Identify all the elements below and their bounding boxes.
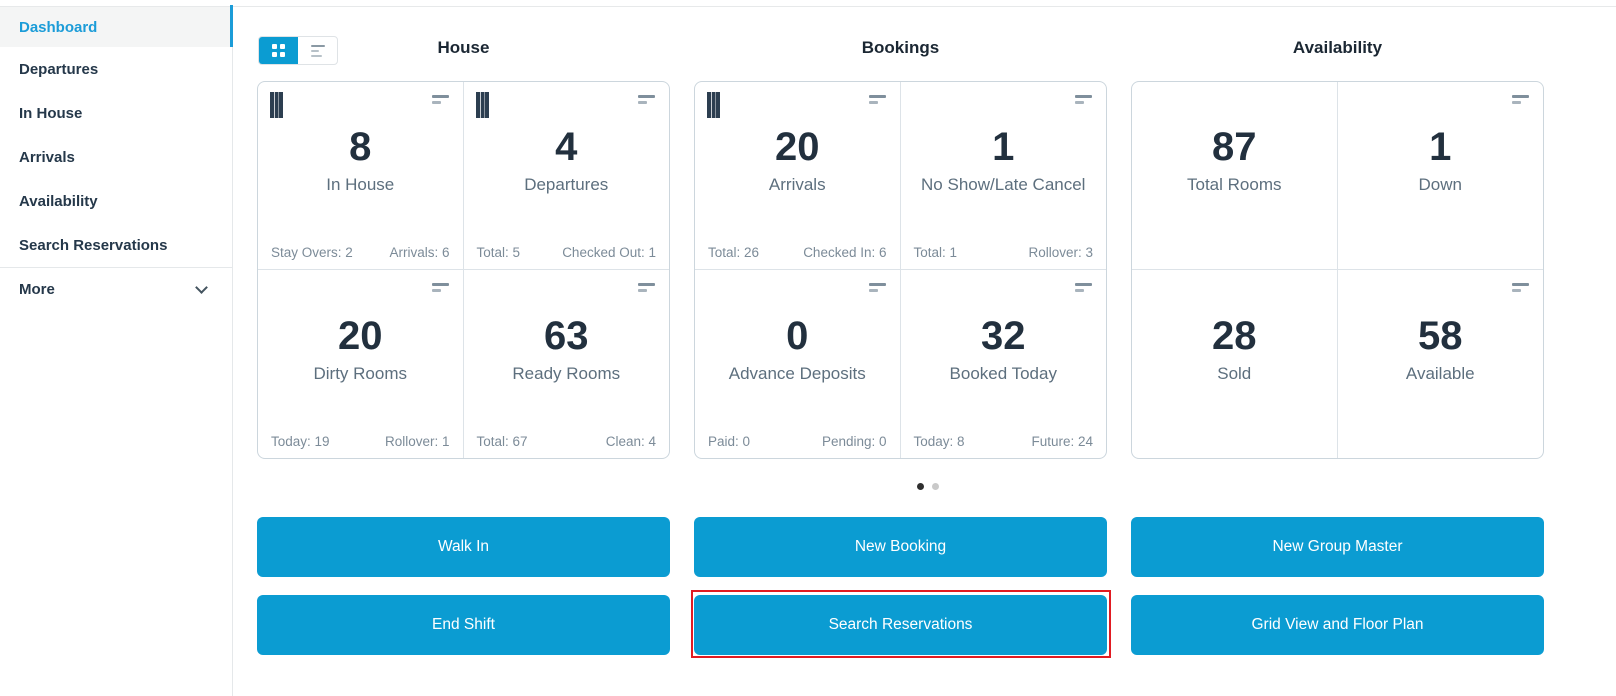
card-menu-icon[interactable] [868, 283, 887, 292]
stat-card-booked-today[interactable]: 32 Booked Today Today: 8 Future: 24 [901, 270, 1107, 458]
stat-label: Arrivals [768, 175, 826, 194]
stat-label: Available [1405, 363, 1475, 383]
stat-badge-icon [707, 92, 720, 118]
card-menu-icon[interactable] [638, 95, 656, 104]
new-group-master-button[interactable]: New Group Master [1131, 517, 1544, 577]
stat-footer-right: Clean: 4 [605, 434, 656, 449]
group-house: 8 In House Stay Overs: 2 Arrivals: 6 4 D… [257, 81, 670, 459]
stat-card-down[interactable]: 1 Down [1337, 82, 1543, 270]
stat-label: Dirty Rooms [313, 363, 407, 383]
stat-value: 4 [555, 125, 578, 169]
stat-label: Down [1418, 175, 1462, 194]
stat-footer-right: Checked In: 6 [803, 245, 887, 260]
view-toggle [258, 36, 338, 65]
stat-label: Sold [1217, 363, 1252, 383]
grid-view-icon [272, 44, 285, 57]
sidebar-item-dashboard[interactable]: Dashboard [0, 5, 233, 47]
new-booking-button[interactable]: New Booking [694, 517, 1107, 577]
stat-value: 8 [349, 125, 372, 169]
stat-label: Ready Rooms [512, 363, 621, 383]
sidebar-item-more-label: More [19, 281, 55, 298]
stat-footer-left: Paid: 0 [708, 434, 751, 449]
stat-value: 1 [992, 125, 1015, 169]
stat-label: Total Rooms [1187, 175, 1282, 194]
stat-card-available[interactable]: 58 Available [1338, 270, 1544, 458]
walk-in-button[interactable]: Walk In [257, 517, 670, 577]
stat-footer-left: Today: 8 [913, 434, 965, 449]
stat-label: In House [326, 175, 395, 194]
card-menu-icon[interactable] [431, 95, 450, 104]
stat-card-no-show-late-cancel[interactable]: 1 No Show/Late Cancel Total: 1 Rollover:… [900, 82, 1106, 270]
stat-card-departures[interactable]: 4 Departures Total: 5 Checked Out: 1 [463, 82, 669, 270]
card-menu-icon[interactable] [1512, 283, 1530, 292]
sidebar-item-arrivals[interactable]: Arrivals [19, 148, 75, 166]
end-shift-button[interactable]: End Shift [257, 595, 670, 655]
stat-value: 20 [338, 313, 383, 358]
stat-footer-left: Total: 5 [476, 245, 521, 260]
stat-footer-left: Total: 1 [913, 245, 958, 260]
sidebar-item-availability[interactable]: Availability [19, 192, 98, 210]
carousel-pagination [917, 483, 939, 490]
grid-view-floor-plan-button[interactable]: Grid View and Floor Plan [1131, 595, 1544, 655]
stat-value: 1 [1429, 125, 1452, 169]
sidebar-item-search-reservations[interactable]: Search Reservations [19, 236, 168, 254]
stat-footer-right: Arrivals: 6 [389, 245, 450, 260]
stat-label: Advance Deposits [728, 363, 866, 383]
group-availability: 87 Total Rooms 1 Down 28 Sold 58 Availab… [1131, 81, 1544, 459]
group-title-bookings: Bookings [861, 38, 940, 57]
pagination-dot-1[interactable] [917, 483, 924, 490]
group-title-house: House [437, 38, 490, 57]
stat-value: 87 [1212, 125, 1257, 169]
top-divider [0, 6, 1616, 7]
stat-label: No Show/Late Cancel [921, 175, 1086, 194]
card-menu-icon[interactable] [431, 283, 450, 292]
search-reservations-button[interactable]: Search Reservations [694, 595, 1107, 655]
list-view-button[interactable] [298, 37, 337, 64]
stat-footer-right: Pending: 0 [821, 434, 887, 449]
stat-label: Booked Today [949, 363, 1057, 383]
stat-footer-right: Future: 24 [1031, 434, 1093, 449]
sidebar-item-more[interactable]: More [0, 267, 232, 311]
stat-value: 63 [544, 313, 589, 358]
stat-footer-right: Rollover: 3 [1028, 245, 1093, 260]
card-menu-icon[interactable] [638, 283, 656, 292]
stat-footer-left: Total: 67 [476, 434, 528, 449]
sidebar: Dashboard Departures In House Arrivals A… [0, 5, 233, 696]
stat-card-total-rooms[interactable]: 87 Total Rooms [1132, 82, 1338, 270]
stat-card-in-house[interactable]: 8 In House Stay Overs: 2 Arrivals: 6 [258, 82, 464, 270]
stat-label: Departures [524, 175, 609, 194]
stat-footer-left: Stay Overs: 2 [271, 245, 353, 260]
group-bookings: 20 Arrivals Total: 26 Checked In: 6 1 No… [694, 81, 1107, 459]
stat-badge-icon [475, 92, 489, 118]
stat-card-arrivals[interactable]: 20 Arrivals Total: 26 Checked In: 6 [695, 82, 901, 270]
stat-value: 20 [775, 125, 820, 169]
card-menu-icon[interactable] [1075, 95, 1093, 104]
grid-view-button[interactable] [259, 37, 298, 64]
card-menu-icon[interactable] [1512, 95, 1530, 104]
card-menu-icon[interactable] [868, 95, 887, 104]
stat-value: 28 [1212, 313, 1257, 358]
stat-value: 32 [981, 313, 1026, 358]
group-title-availability: Availability [1292, 38, 1383, 57]
sidebar-item-departures[interactable]: Departures [19, 60, 99, 78]
list-view-icon [310, 44, 325, 57]
stat-card-ready-rooms[interactable]: 63 Ready Rooms Total: 67 Clean: 4 [464, 270, 670, 458]
stat-card-dirty-rooms[interactable]: 20 Dirty Rooms Today: 19 Rollover: 1 [258, 270, 464, 458]
stat-value: 0 [786, 313, 809, 358]
card-menu-icon[interactable] [1075, 283, 1093, 292]
stat-footer-right: Checked Out: 1 [562, 245, 656, 260]
stat-value: 58 [1418, 313, 1463, 358]
stat-footer-right: Rollover: 1 [384, 434, 450, 449]
stat-card-advance-deposits[interactable]: 0 Advance Deposits Paid: 0 Pending: 0 [695, 270, 901, 458]
stat-card-sold[interactable]: 28 Sold [1132, 270, 1338, 458]
stat-footer-left: Total: 26 [708, 245, 760, 260]
pagination-dot-2[interactable] [932, 483, 939, 490]
stat-footer-left: Today: 19 [271, 434, 330, 449]
sidebar-item-in-house[interactable]: In House [19, 104, 83, 122]
chevron-down-icon [195, 280, 208, 294]
stat-badge-icon [270, 92, 283, 118]
